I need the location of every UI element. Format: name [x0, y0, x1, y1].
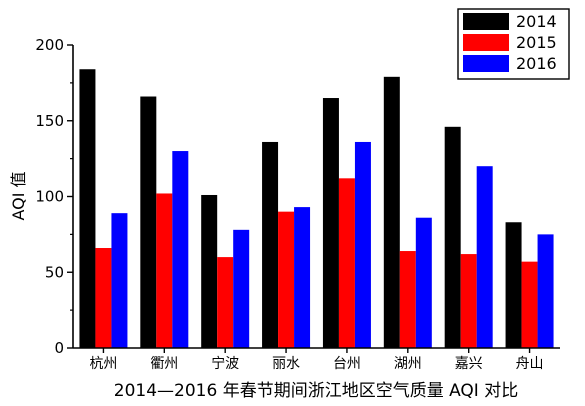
y-ticks-layer: 0 50 100 150 200	[35, 36, 73, 357]
bar-2015-7	[521, 261, 538, 348]
bar-2015-5	[399, 251, 416, 348]
chart-title: 2014—2016 年春节期间浙江地区空气质量 AQI 对比	[114, 381, 518, 401]
bar-2014-7	[505, 222, 522, 348]
legend-swatch-2014	[463, 13, 509, 30]
legend-swatch-2016	[463, 55, 509, 72]
bar-2014-4	[322, 98, 339, 349]
x-tick-label-0: 杭州	[89, 356, 117, 372]
bar-2014-2	[201, 194, 218, 348]
y-tick-label-0: 0	[54, 339, 64, 357]
x-tick-label-4: 台州	[333, 356, 361, 372]
legend-label-2014: 2014	[516, 12, 557, 31]
y-tick-label-3: 150	[35, 112, 64, 130]
legend: 2014 2015 2016	[457, 8, 570, 80]
bar-2015-2	[217, 257, 234, 348]
y-tick-label-2: 100	[35, 188, 64, 206]
bar-2016-6	[476, 166, 493, 348]
x-tick-label-6: 嘉兴	[455, 356, 483, 372]
bar-2015-4	[338, 178, 355, 348]
bar-2015-3	[278, 211, 295, 348]
bar-2014-1	[140, 96, 157, 348]
y-axis-title: AQI 值	[9, 171, 28, 220]
x-tick-label-7: 舟山	[516, 356, 544, 372]
bar-2015-0	[95, 248, 112, 348]
bar-2016-0	[111, 213, 128, 348]
bar-2014-6	[444, 126, 461, 348]
y-tick-label-1: 50	[45, 263, 64, 281]
x-tick-label-3: 丽水	[272, 356, 300, 372]
bar-2016-1	[172, 151, 189, 348]
bar-2016-3	[294, 207, 311, 348]
legend-swatch-2015	[463, 34, 509, 51]
legend-label-2015: 2015	[516, 33, 557, 52]
bar-2014-0	[79, 69, 96, 349]
x-tick-label-5: 湖州	[394, 356, 422, 372]
bar-2016-4	[354, 141, 371, 348]
bar-2014-5	[383, 76, 400, 348]
bar-2016-5	[415, 217, 432, 348]
x-labels-layer: 杭州 衢州 宁波 丽水 台州 湖州 嘉兴 舟山	[89, 348, 544, 372]
x-tick-label-1: 衢州	[150, 355, 178, 372]
bar-2014-3	[262, 141, 279, 348]
bar-2016-2	[233, 229, 250, 348]
bar-2016-7	[537, 234, 554, 348]
bars-layer	[79, 69, 554, 349]
bar-2015-1	[156, 193, 173, 348]
legend-label-2016: 2016	[516, 54, 557, 73]
y-tick-label-4: 200	[35, 36, 64, 54]
x-tick-label-2: 宁波	[211, 355, 239, 372]
bar-2015-6	[460, 254, 477, 348]
